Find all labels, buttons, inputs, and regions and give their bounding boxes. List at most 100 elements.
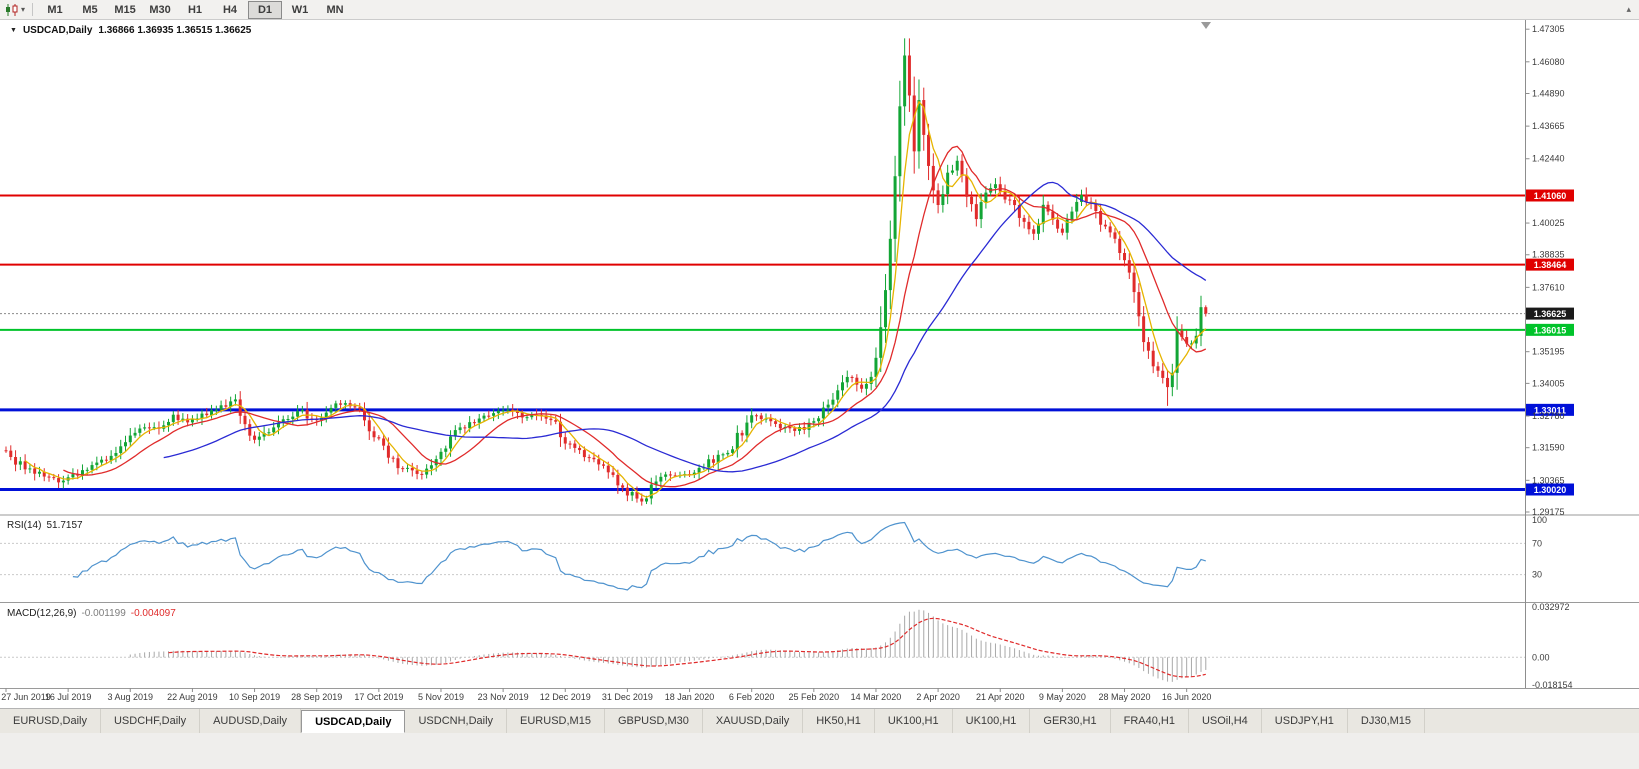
svg-text:9 May 2020: 9 May 2020 [1039,692,1086,702]
timeframe-button-m1[interactable]: M1 [47,3,63,16]
macd-main-value: -0.001199 [81,608,126,619]
svg-text:12 Dec 2019: 12 Dec 2019 [540,692,591,702]
svg-text:28 May 2020: 28 May 2020 [1098,692,1150,702]
svg-text:1.47305: 1.47305 [1532,24,1565,34]
svg-text:1.31590: 1.31590 [1532,443,1565,453]
main-toolbar: ▾ M1 M5 M15 M30 H1 H4 D1 W1 MN ▴ [0,0,1639,20]
chart-tab-gbpusd-m30-6[interactable]: GBPUSD,M30 [605,709,703,733]
chart-tab-usdjpy-h1-14[interactable]: USDJPY,H1 [1262,709,1348,733]
ohlc-values: 1.36866 1.36935 1.36515 1.36625 [98,25,252,36]
svg-text:22 Aug 2019: 22 Aug 2019 [167,692,218,702]
svg-text:3 Aug 2019: 3 Aug 2019 [108,692,154,702]
svg-text:70: 70 [1532,538,1542,548]
svg-text:14 Mar 2020: 14 Mar 2020 [851,692,902,702]
svg-text:1.41060: 1.41060 [1534,191,1567,201]
svg-text:17 Oct 2019: 17 Oct 2019 [354,692,403,702]
chart-tab-eurusd-daily-0[interactable]: EURUSD,Daily [0,709,101,733]
svg-text:1.37610: 1.37610 [1532,282,1565,292]
chart-tab-uk100-h1-10[interactable]: UK100,H1 [953,709,1031,733]
svg-text:1.38464: 1.38464 [1534,260,1567,270]
svg-text:1.36015: 1.36015 [1534,325,1567,335]
timeframe-button-group: M1 M5 M15 M30 H1 H4 D1 W1 MN [38,0,352,19]
price-axis: 1.47305 1.46080 1.44890 1.43665 1.42440 1.400… [1525,24,1565,517]
svg-text:2 Apr 2020: 2 Apr 2020 [916,692,960,702]
rsi-indicator-label: RSI(14) 51.7157 [7,520,83,531]
timeframe-button-d1[interactable]: D1 [248,0,283,19]
svg-text:1.30365: 1.30365 [1532,475,1565,485]
chart-tab-dj30-m15-15[interactable]: DJ30,M15 [1348,709,1426,733]
svg-text:1.46080: 1.46080 [1532,57,1565,67]
chart-shift-marker-icon[interactable] [1201,22,1211,29]
timeframe-button-mn[interactable]: MN [326,3,344,16]
rsi-name: RSI(14) [7,520,42,531]
svg-text:1.32780: 1.32780 [1532,411,1565,421]
toolbar-overflow-icon[interactable]: ▴ [1626,4,1631,14]
svg-text:6 Feb 2020: 6 Feb 2020 [729,692,775,702]
status-area [0,733,1639,769]
macd-indicator-label: MACD(12,26,9) -0.001199 -0.004097 [7,608,176,619]
chart-tab-eurusd-m15-5[interactable]: EURUSD,M15 [507,709,605,733]
chart-tab-bar: EURUSD,Daily USDCHF,Daily AUDUSD,Daily USDC… [0,708,1639,733]
chart-tab-fra40-h1-12[interactable]: FRA40,H1 [1111,709,1189,733]
svg-text:100: 100 [1532,515,1547,525]
chart-tab-usoil-h4-13[interactable]: USOil,H4 [1189,709,1262,733]
svg-text:18 Jan 2020: 18 Jan 2020 [665,692,715,702]
chart-tab-audusd-daily-2[interactable]: AUDUSD,Daily [200,709,302,733]
dropdown-caret-icon[interactable]: ▾ [21,5,26,14]
chart-tab-hk50-h1-8[interactable]: HK50,H1 [803,709,875,733]
svg-text:1.35195: 1.35195 [1532,347,1565,357]
svg-text:1.29175: 1.29175 [1532,507,1565,517]
timeframe-button-m15[interactable]: M15 [114,3,136,16]
svg-text:0.032972: 0.032972 [1532,602,1570,612]
current-price-line: 1.36625 [0,307,1574,320]
svg-text:28 Sep 2019: 28 Sep 2019 [291,692,342,702]
timeframe-button-m5[interactable]: M5 [82,3,98,16]
chart-tab-ger30-h1-11[interactable]: GER30,H1 [1030,709,1111,733]
svg-text:27 Jun 2019: 27 Jun 2019 [1,692,51,702]
chart-tab-xauusd-daily-7[interactable]: XAUUSD,Daily [703,709,804,733]
timeframe-button-w1[interactable]: W1 [291,3,309,16]
chart-tab-usdchf-daily-1[interactable]: USDCHF,Daily [101,709,201,733]
candles-layer [4,38,1208,506]
svg-text:1.44890: 1.44890 [1532,89,1565,99]
svg-text:10 Sep 2019: 10 Sep 2019 [229,692,280,702]
svg-text:25 Feb 2020: 25 Feb 2020 [789,692,840,702]
candlestick-chart-icon[interactable] [3,2,21,18]
svg-text:-0.018154: -0.018154 [1532,680,1573,690]
chart-tab-usdcad-daily-3[interactable]: USDCAD,Daily [301,710,406,733]
svg-text:5 Nov 2019: 5 Nov 2019 [418,692,464,702]
svg-text:1.40025: 1.40025 [1532,218,1565,228]
horizontal-level-lines: 1.41060 1.38464 1.36015 1.33011 1.30020 [0,189,1574,496]
svg-text:1.38835: 1.38835 [1532,250,1565,260]
symbol-name: USDCAD,Daily [22,25,93,36]
chart-tab-usdcnh-daily-4[interactable]: USDCNH,Daily [405,709,508,733]
toolbar-separator [32,3,34,16]
chart-frame [0,20,1639,708]
one-click-trading-icon[interactable]: ▼ [10,27,17,34]
svg-text:31 Dec 2019: 31 Dec 2019 [602,692,653,702]
chart-canvas[interactable]: 1.41060 1.38464 1.36015 1.33011 1.30020 1.366… [0,20,1639,708]
chart-tab-uk100-h1-9[interactable]: UK100,H1 [875,709,953,733]
svg-text:1.33011: 1.33011 [1534,405,1566,415]
svg-text:1.42440: 1.42440 [1532,154,1565,164]
timeframe-button-m30[interactable]: M30 [149,3,171,16]
svg-text:1.30020: 1.30020 [1534,485,1567,495]
svg-text:23 Nov 2019: 23 Nov 2019 [478,692,529,702]
svg-text:16 Jun 2020: 16 Jun 2020 [1162,692,1212,702]
svg-text:1.34005: 1.34005 [1532,378,1565,388]
svg-text:16 Jul 2019: 16 Jul 2019 [45,692,92,702]
timeframe-button-h4[interactable]: H4 [222,3,238,16]
svg-text:1.36625: 1.36625 [1534,309,1567,319]
macd-pane: 0.032972 0.00 -0.018154 [0,602,1573,690]
ma-line-5 [24,100,1207,498]
timeframe-button-h1[interactable]: H1 [187,3,203,16]
svg-text:21 Apr 2020: 21 Apr 2020 [976,692,1025,702]
svg-text:1.43665: 1.43665 [1532,121,1565,131]
chart-area: 1.41060 1.38464 1.36015 1.33011 1.30020 1.366… [0,20,1639,708]
symbol-ohlc-label: ▼ USDCAD,Daily 1.36866 1.36935 1.36515 1… [10,25,251,36]
macd-signal-value: -0.004097 [130,608,176,619]
svg-text:0.00: 0.00 [1532,652,1550,662]
svg-text:30: 30 [1532,570,1542,580]
